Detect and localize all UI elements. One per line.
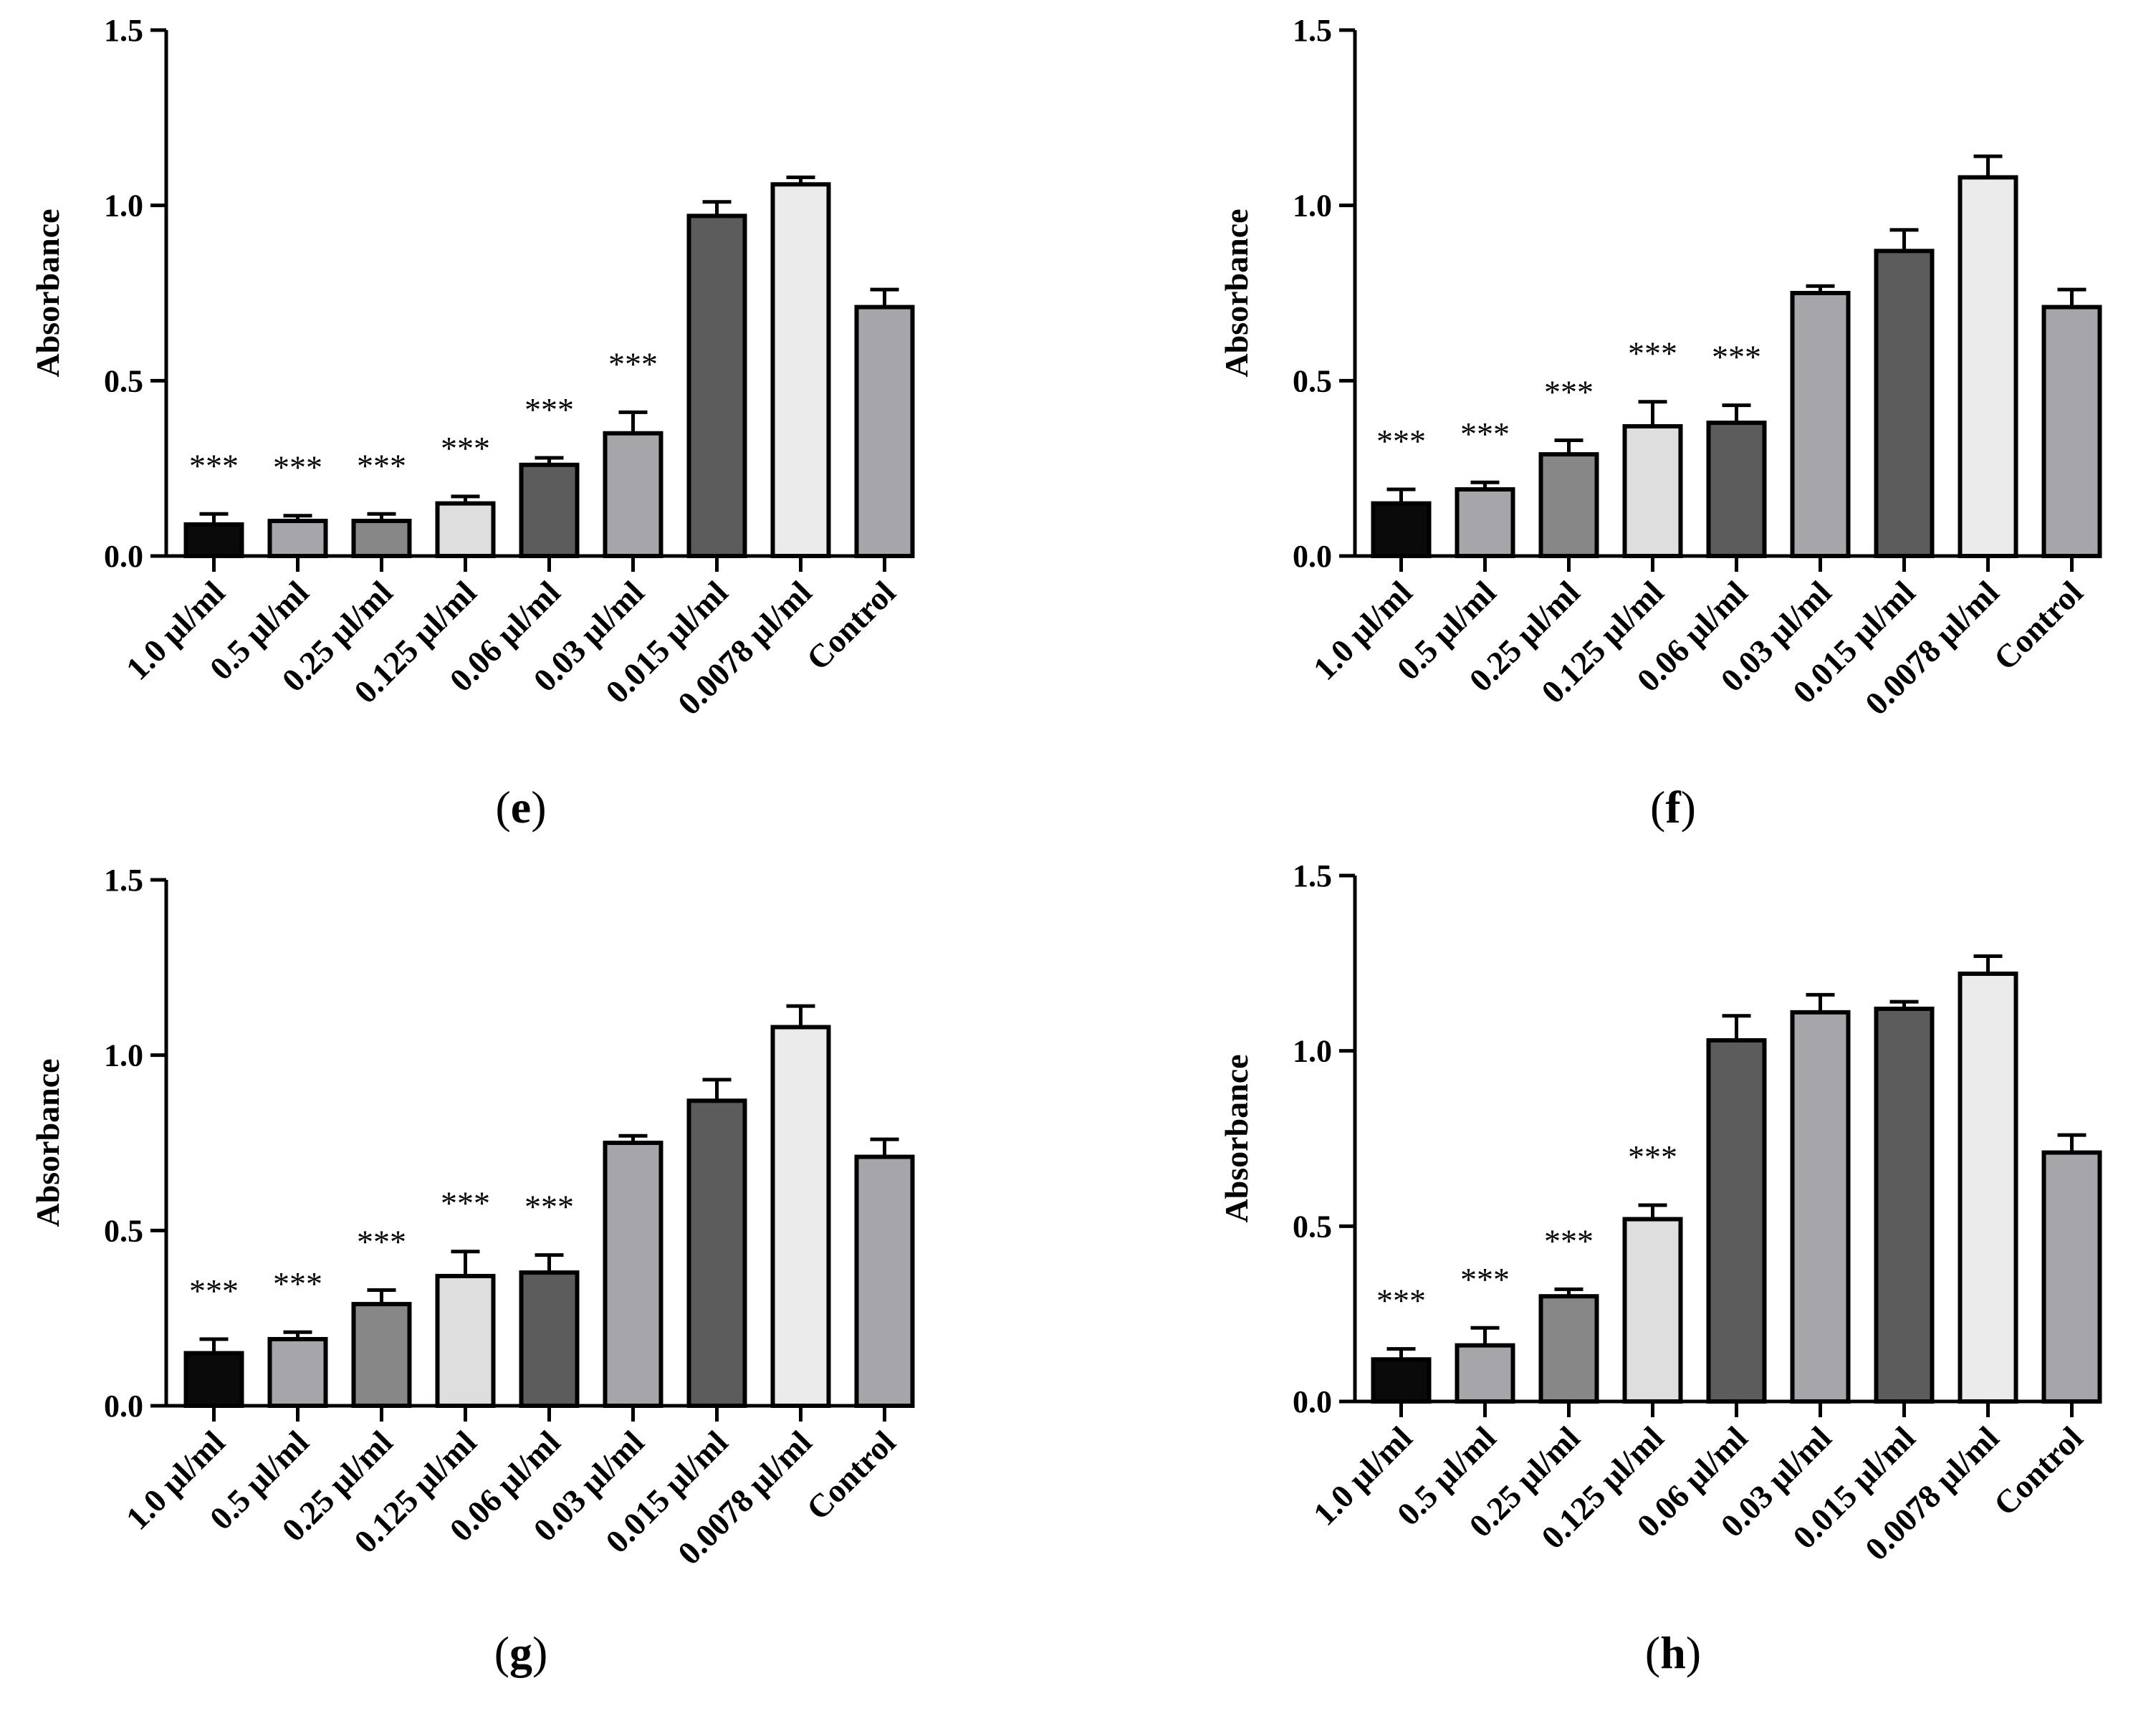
- bar: [1622, 1217, 1683, 1404]
- y-tick-label: 0.0: [104, 539, 143, 574]
- y-tick-label: 1.5: [104, 13, 143, 48]
- bar: [2041, 305, 2102, 558]
- significance-label: ***: [1376, 423, 1426, 459]
- significance-label: ***: [1460, 416, 1510, 452]
- bar: [1874, 249, 1935, 558]
- y-tick-label: 1.5: [104, 863, 143, 898]
- y-axis-title: Absorbance: [29, 1058, 66, 1227]
- bar: [1455, 487, 1515, 559]
- panel-caption-g: (g): [494, 1627, 548, 1678]
- y-tick-label: 0.5: [104, 363, 143, 398]
- significance-label: ***: [1628, 1139, 1677, 1175]
- bar: [603, 1141, 663, 1408]
- bar: [854, 1154, 915, 1409]
- bar: [686, 214, 747, 558]
- y-tick-label: 0.5: [1293, 1209, 1332, 1244]
- bar: [1371, 501, 1432, 558]
- bar: [1706, 1037, 1767, 1404]
- bar: [1455, 1343, 1515, 1404]
- bar: [1790, 1010, 1851, 1404]
- bar: [351, 1302, 412, 1409]
- y-axis-title: Absorbance: [1218, 209, 1255, 377]
- significance-label: ***: [1544, 1222, 1594, 1259]
- bar: [1538, 1294, 1599, 1404]
- x-tick-label: Control: [1987, 1419, 2090, 1523]
- bar: [770, 1025, 831, 1408]
- significance-label: ***: [1712, 339, 1761, 375]
- y-tick-label: 0.5: [104, 1213, 143, 1248]
- y-tick-label: 0.0: [104, 1389, 143, 1424]
- significance-label: ***: [441, 430, 490, 466]
- bar: [1706, 421, 1767, 559]
- significance-label: ***: [608, 345, 658, 382]
- x-tick-label: Control: [1987, 574, 2090, 677]
- x-tick-label: Control: [800, 1424, 903, 1527]
- panel-caption-h: (h): [1644, 1627, 1702, 1678]
- bar: [1538, 452, 1599, 558]
- bar: [267, 519, 328, 558]
- y-tick-label: 1.5: [1293, 13, 1332, 48]
- bar: [435, 501, 496, 558]
- bar: [686, 1098, 747, 1409]
- y-tick-label: 0.0: [1293, 1384, 1332, 1419]
- y-axis-title: Absorbance: [1218, 1054, 1255, 1222]
- bar: [519, 462, 580, 558]
- significance-label: ***: [357, 447, 406, 484]
- significance-label: ***: [1544, 374, 1594, 411]
- significance-label: ***: [524, 1189, 574, 1225]
- bar: [351, 519, 412, 558]
- x-tick-label: Control: [800, 574, 903, 677]
- significance-label: ***: [189, 1273, 239, 1309]
- bar: [1622, 423, 1683, 558]
- y-tick-label: 1.5: [1293, 858, 1332, 893]
- significance-label: ***: [357, 1224, 406, 1260]
- y-axis-title: Absorbance: [29, 209, 66, 377]
- significance-label: ***: [273, 1265, 322, 1302]
- significance-label: ***: [524, 391, 574, 428]
- panel-caption-e: (e): [495, 782, 547, 833]
- bar: [2041, 1150, 2102, 1404]
- bar: [1371, 1357, 1432, 1404]
- bar: [1958, 972, 2018, 1404]
- bar: [854, 305, 915, 558]
- significance-label: ***: [189, 447, 239, 484]
- significance-label: ***: [1376, 1283, 1426, 1319]
- y-tick-label: 1.0: [1293, 188, 1332, 224]
- bar: [1874, 1006, 1935, 1404]
- y-tick-label: 1.0: [104, 1038, 143, 1073]
- bar: [435, 1273, 496, 1408]
- y-tick-label: 0.5: [1293, 363, 1332, 398]
- bar: [183, 1351, 244, 1408]
- bar: [603, 431, 663, 558]
- y-tick-label: 1.0: [104, 188, 143, 224]
- bar: [183, 522, 244, 559]
- y-tick-label: 1.0: [1293, 1034, 1332, 1069]
- y-tick-label: 0.0: [1293, 539, 1332, 574]
- bar: [267, 1337, 328, 1408]
- significance-label: ***: [441, 1185, 490, 1222]
- panel-caption-f: (f): [1650, 782, 1696, 833]
- bar: [519, 1270, 580, 1409]
- bar: [1790, 291, 1851, 558]
- significance-label: ***: [1460, 1261, 1510, 1298]
- bar: [1958, 175, 2018, 558]
- significance-label: ***: [1628, 335, 1677, 372]
- bar: [770, 182, 831, 559]
- significance-label: ***: [273, 449, 322, 486]
